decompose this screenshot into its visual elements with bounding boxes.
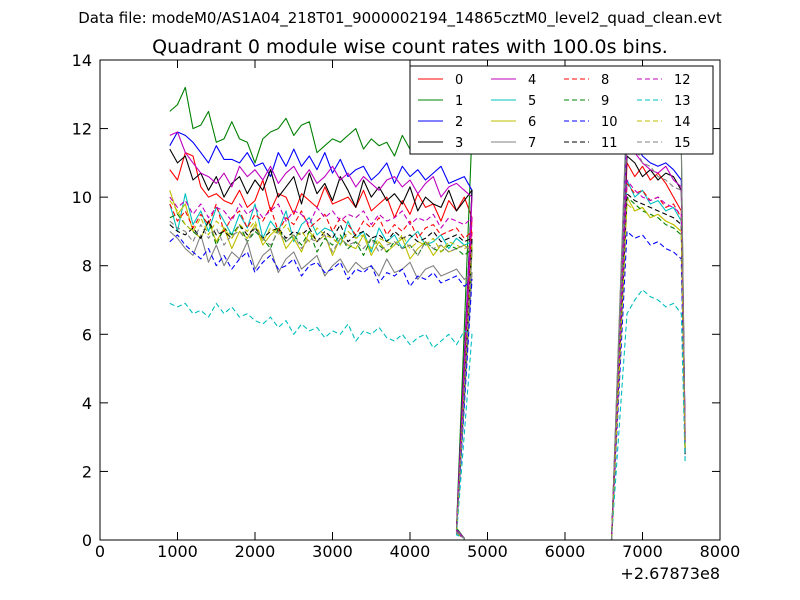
- legend-label-2: 2: [455, 115, 463, 130]
- y-tick-label: 6: [82, 325, 92, 344]
- x-tick-label: 0: [95, 542, 105, 561]
- x-tick-label: 7000: [622, 542, 663, 561]
- series-line-5: [169, 179, 686, 540]
- legend-label-0: 0: [455, 73, 463, 88]
- y-tick-label: 2: [82, 462, 92, 481]
- legend-label-9: 9: [601, 94, 609, 109]
- series-line-7: [169, 97, 686, 540]
- series-line-14: [169, 200, 686, 540]
- legend-label-6: 6: [528, 115, 536, 130]
- legend-label-3: 3: [455, 136, 463, 151]
- x-tick-label: 6000: [545, 542, 586, 561]
- series-line-2: [169, 128, 686, 540]
- series-line-10: [169, 230, 686, 540]
- y-tick-label: 12: [72, 120, 92, 139]
- series-line-3: [169, 148, 686, 540]
- legend-label-15: 15: [674, 136, 691, 151]
- legend-label-13: 13: [674, 94, 691, 109]
- series-line-13: [169, 289, 686, 540]
- legend-label-14: 14: [674, 115, 691, 130]
- series-line-11: [169, 193, 686, 540]
- plot-frame: [99, 59, 721, 541]
- legend-frame: [409, 65, 714, 155]
- legend-label-11: 11: [601, 136, 618, 151]
- x-tick-label: 1000: [157, 542, 198, 561]
- legend-label-10: 10: [601, 115, 618, 130]
- x-tick-label: 8000: [700, 542, 741, 561]
- x-tick-label: 5000: [467, 542, 508, 561]
- legend-label-8: 8: [601, 73, 609, 88]
- series-line-4: [169, 131, 686, 540]
- legend-label-1: 1: [455, 94, 463, 109]
- series-line-15: [169, 134, 686, 540]
- y-tick-label: 4: [82, 394, 92, 413]
- x-offset-label: +2.67873e8: [620, 564, 720, 583]
- series-line-12: [169, 179, 686, 540]
- legend-label-4: 4: [528, 73, 536, 88]
- y-tick-label: 14: [72, 51, 92, 70]
- x-tick-label: 2000: [235, 542, 276, 561]
- x-axis-ticks: 0 1000 2000 3000 4000 5000 6000 7000 8000: [95, 60, 740, 561]
- legend-label-5: 5: [528, 94, 536, 109]
- series-layer: [169, 86, 686, 540]
- y-tick-label: 10: [72, 188, 92, 207]
- y-tick-label: 8: [82, 257, 92, 276]
- y-tick-label: 0: [82, 531, 92, 550]
- x-tick-label: 3000: [312, 542, 353, 561]
- legend-label-7: 7: [528, 136, 536, 151]
- chart-subtitle: Data file: modeM0/AS1A04_218T01_90000021…: [78, 9, 722, 28]
- x-tick-label: 4000: [390, 542, 431, 561]
- legend-label-12: 12: [674, 73, 691, 88]
- chart-title: Quadrant 0 module wise count rates with …: [152, 36, 668, 58]
- series-line-8: [169, 182, 686, 540]
